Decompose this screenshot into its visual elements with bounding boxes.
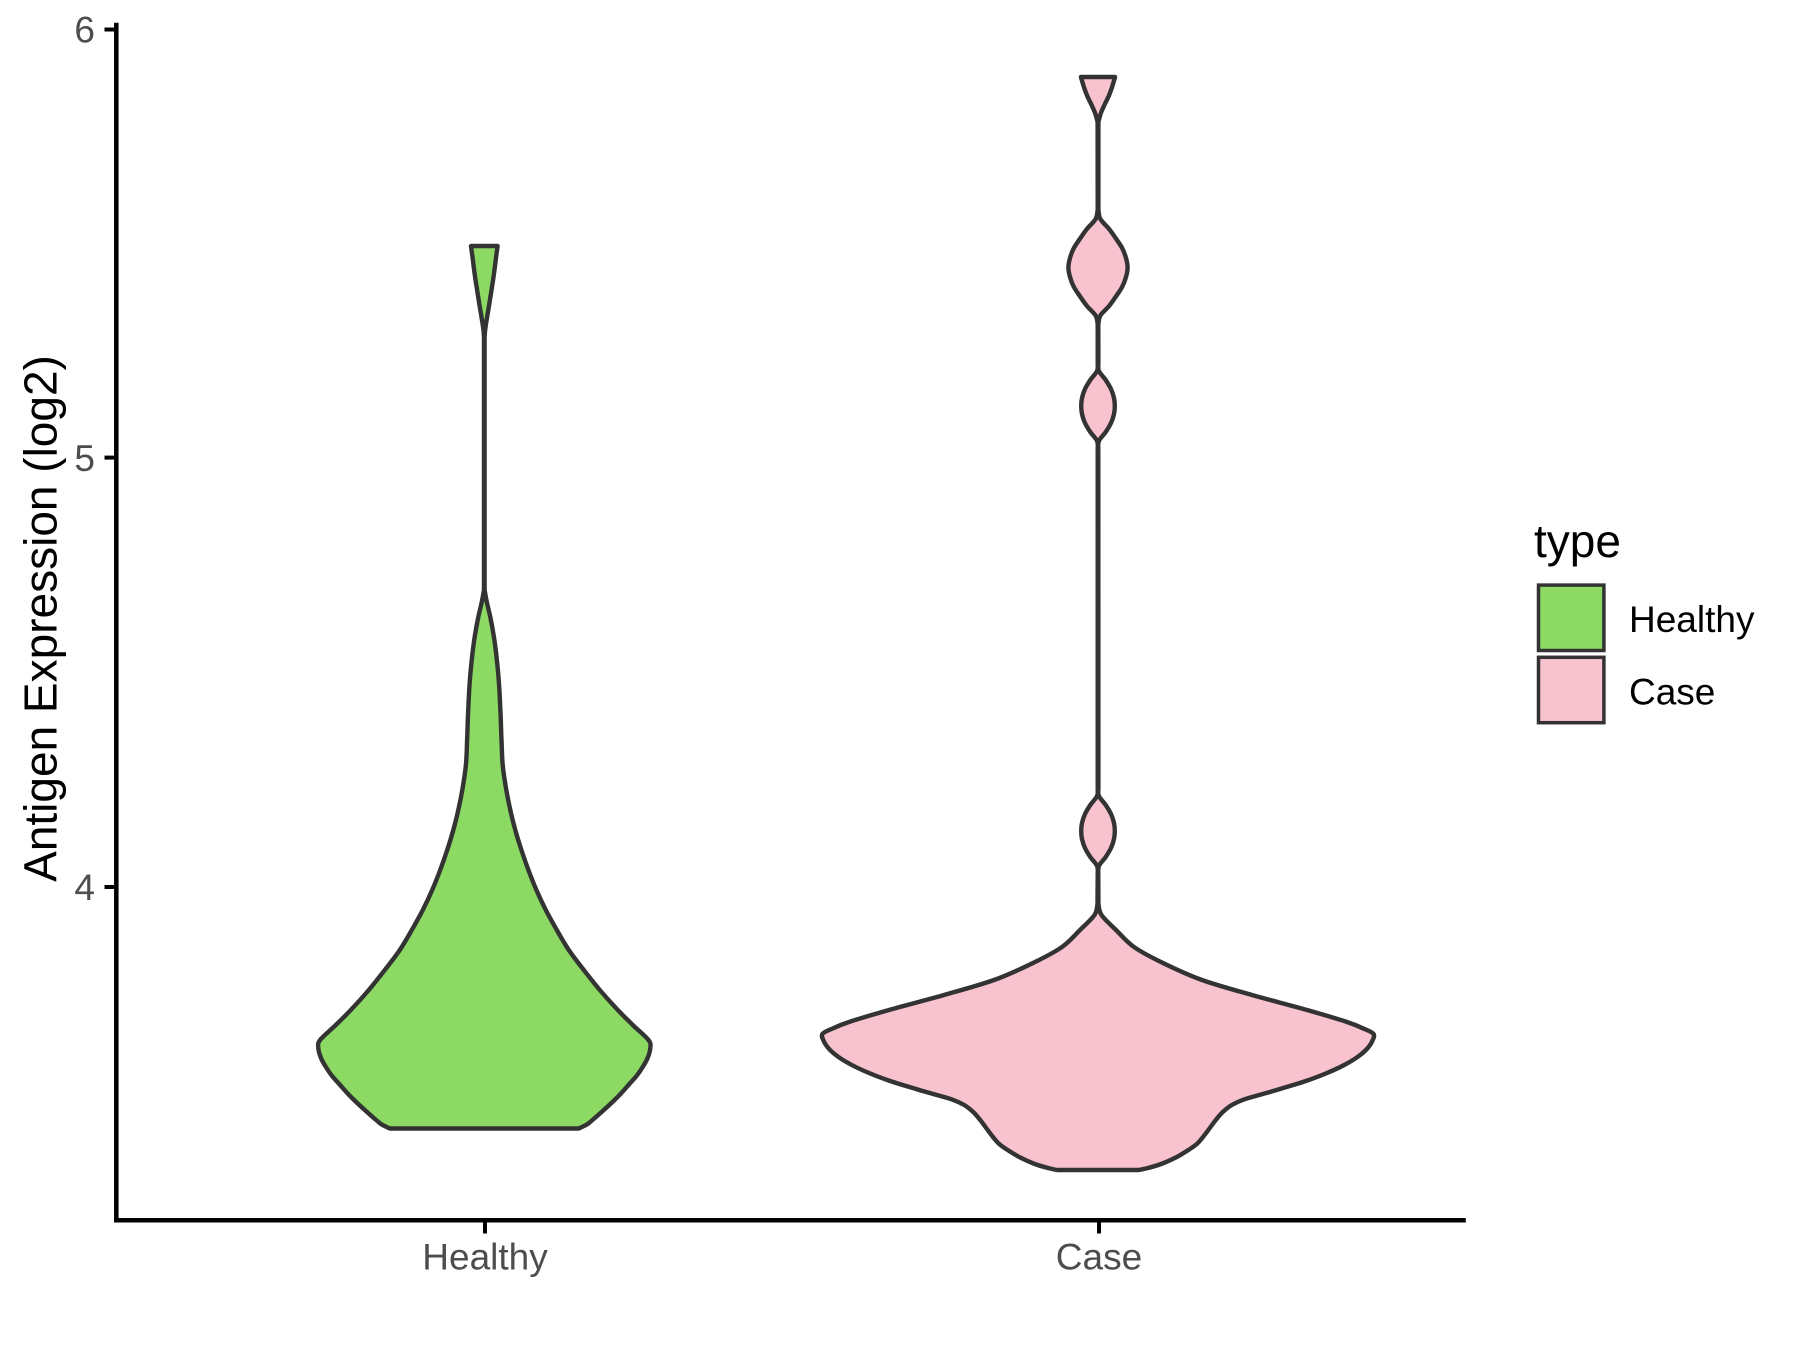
svg-text:Healthy: Healthy [1629, 599, 1755, 640]
svg-text:6: 6 [74, 10, 95, 51]
svg-text:Case: Case [1629, 671, 1715, 712]
svg-text:Antigen Expression (log2): Antigen Expression (log2) [15, 355, 67, 882]
svg-text:5: 5 [74, 438, 95, 479]
svg-text:Healthy: Healthy [422, 1237, 548, 1278]
svg-text:4: 4 [74, 867, 95, 908]
svg-text:type: type [1534, 515, 1621, 567]
svg-text:Case: Case [1056, 1237, 1142, 1278]
